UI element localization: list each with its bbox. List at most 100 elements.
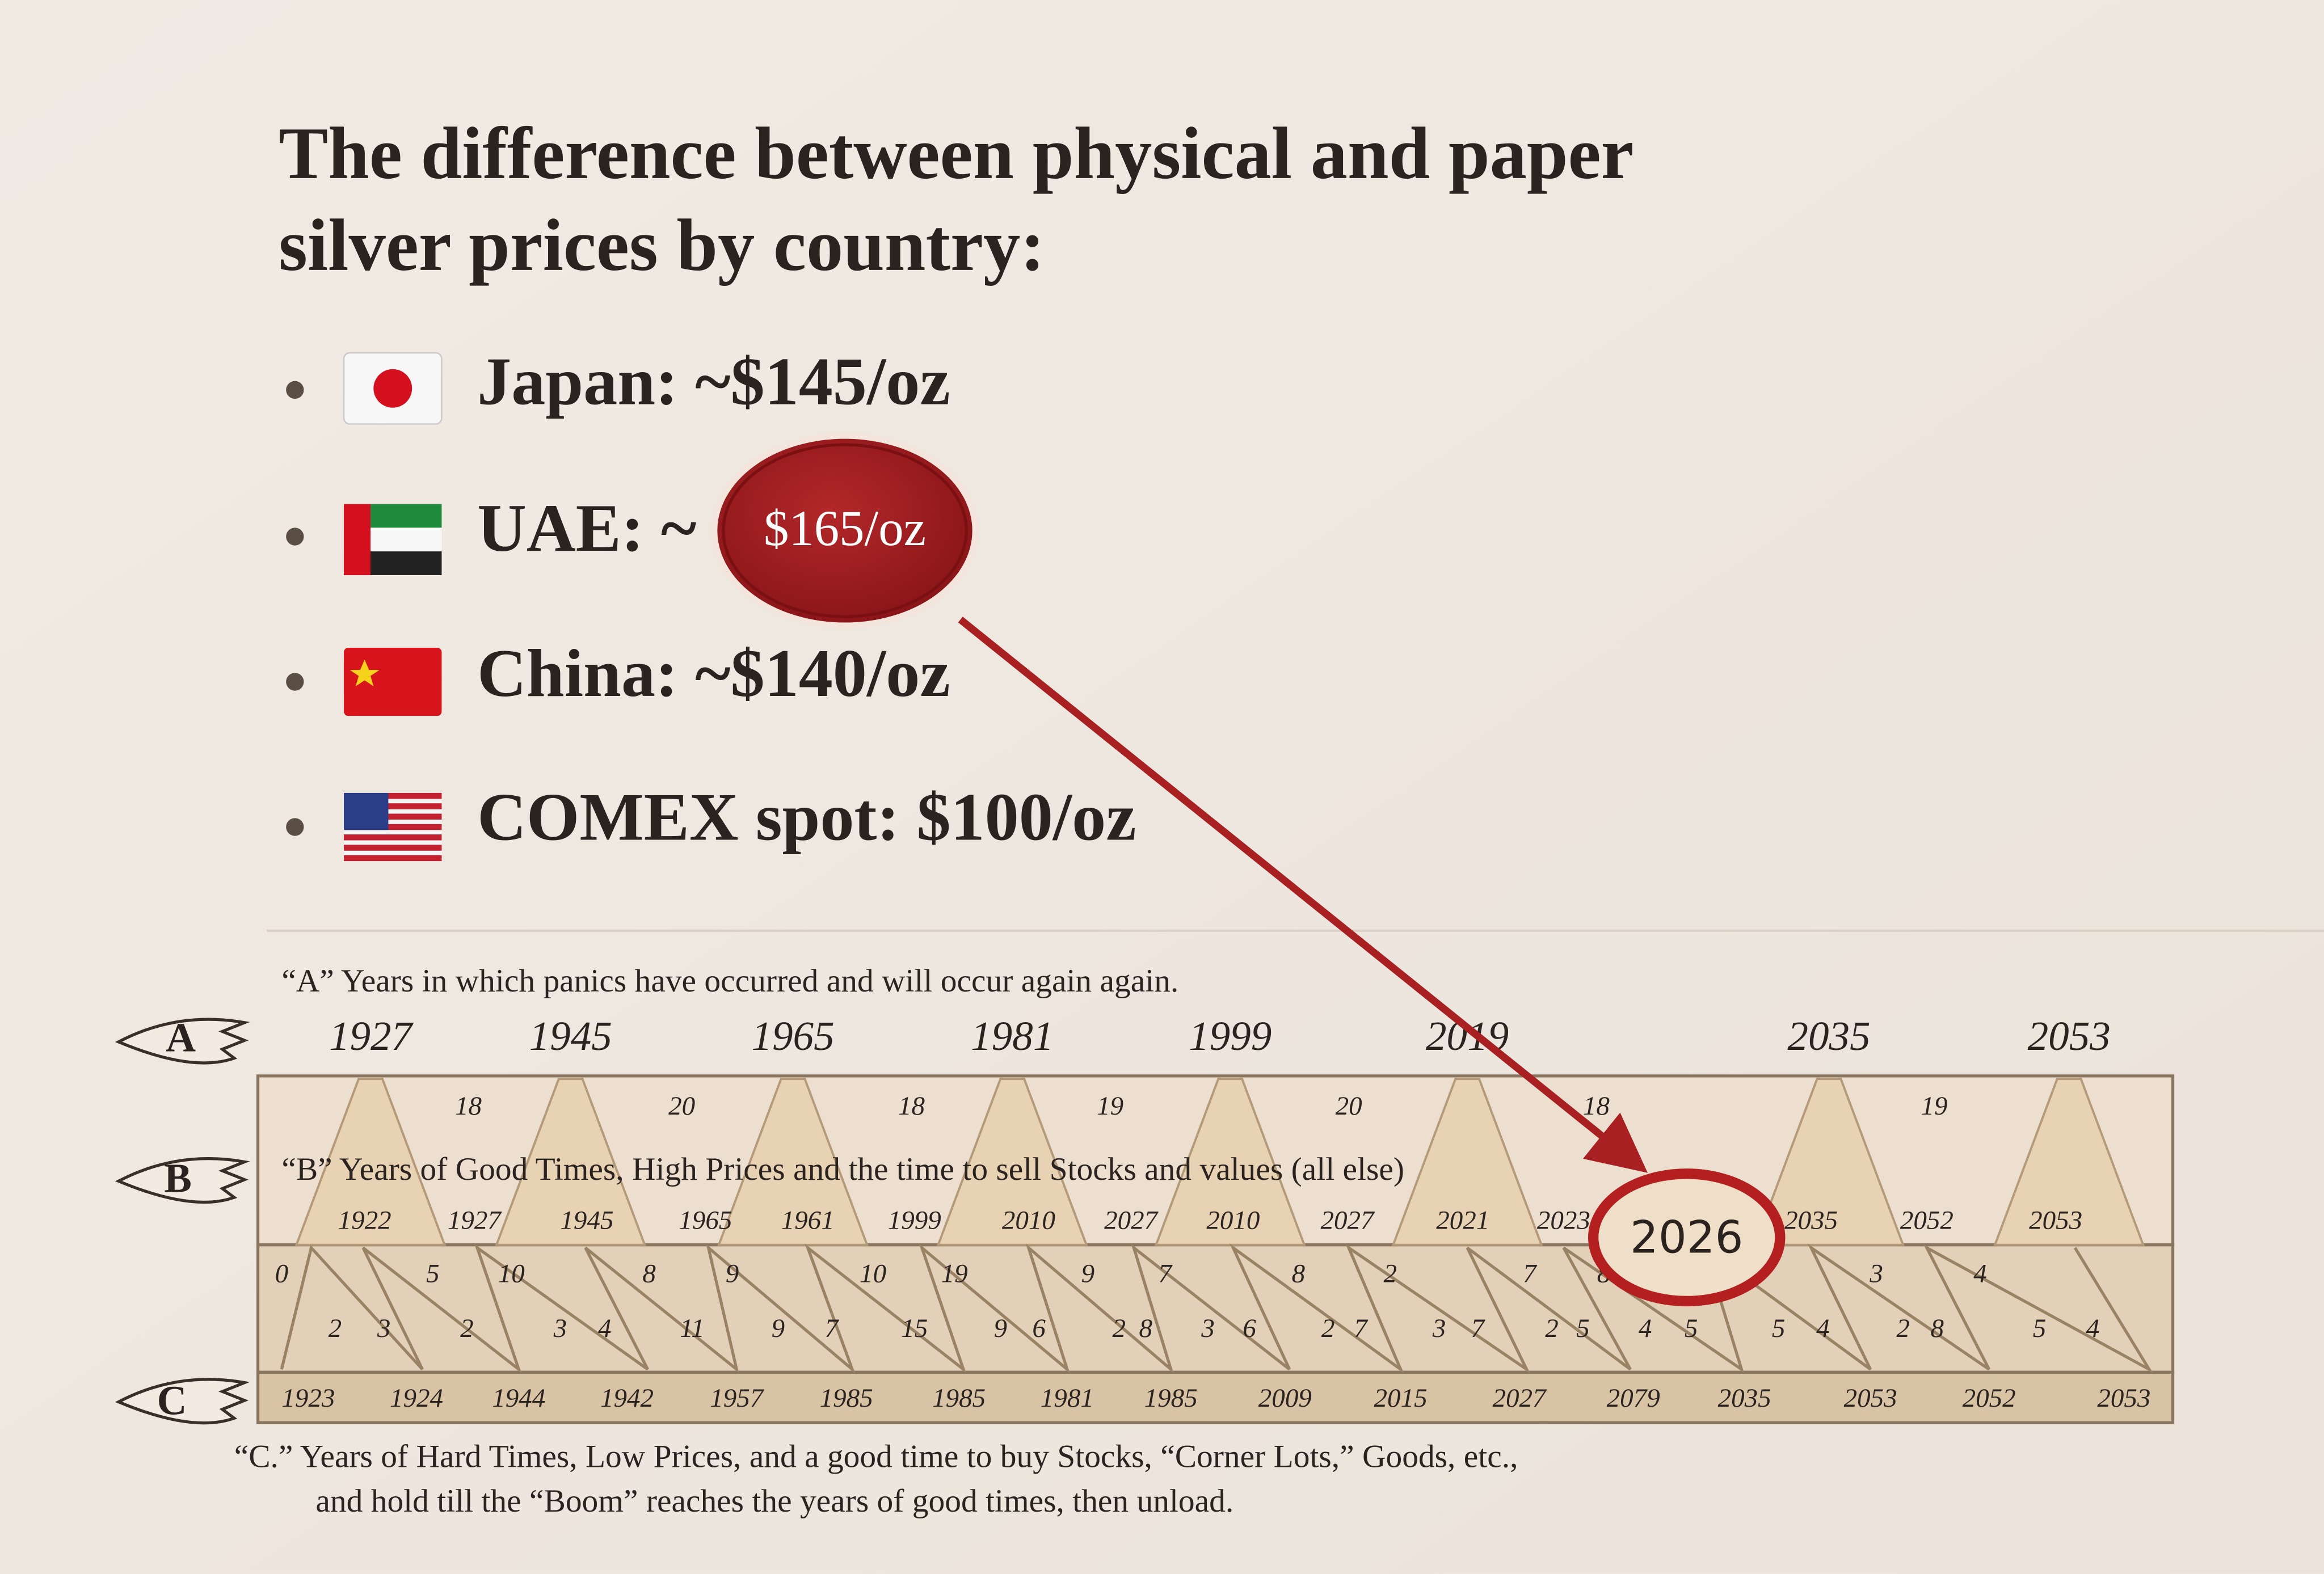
upper-number: 2 bbox=[1384, 1259, 1397, 1288]
bullet-list: Japan: ~$145/oz UAE: ~ $165/oz China: ~$… bbox=[286, 343, 1136, 862]
c-year: 2027 bbox=[1493, 1383, 1548, 1413]
c-year: 2052 bbox=[1963, 1383, 2016, 1413]
lower-number: 9 bbox=[994, 1314, 1008, 1343]
b-year: 1965 bbox=[679, 1205, 732, 1235]
a-interval: 19 bbox=[1097, 1091, 1123, 1121]
b-year: 2023 bbox=[1537, 1205, 1590, 1235]
bullet-text: UAE: ~ bbox=[477, 490, 696, 566]
lower-number: 2 bbox=[460, 1314, 474, 1343]
highlight-text: $165/oz bbox=[764, 501, 926, 556]
lower-number: 2 bbox=[1112, 1314, 1126, 1343]
upper-number: 10 bbox=[498, 1259, 525, 1288]
year-badge bbox=[1588, 1168, 1786, 1307]
lower-number: 4 bbox=[598, 1314, 612, 1343]
upper-number: 7 bbox=[1158, 1259, 1173, 1288]
c-year: 1924 bbox=[390, 1383, 443, 1413]
b-year: 2027 bbox=[1321, 1205, 1376, 1235]
b-year: 2052 bbox=[1900, 1205, 1953, 1235]
caption-b: “B” Years of Good Times, High Prices and… bbox=[281, 1151, 1404, 1187]
a-interval: 20 bbox=[1336, 1091, 1362, 1121]
b-year: 2010 bbox=[1206, 1205, 1260, 1235]
a-peak bbox=[294, 1078, 447, 1246]
b-year: 1922 bbox=[338, 1205, 391, 1235]
upper-number: 5 bbox=[426, 1259, 440, 1288]
a-interval: 19 bbox=[1921, 1091, 1947, 1121]
lower-number: 8 bbox=[1139, 1314, 1153, 1343]
a-peak bbox=[1753, 1078, 1905, 1246]
lower-number: 2 bbox=[1321, 1314, 1335, 1343]
a-year: 1981 bbox=[971, 1013, 1054, 1059]
flag-us bbox=[344, 792, 442, 862]
lower-number: 8 bbox=[1930, 1314, 1944, 1343]
bullet-text: COMEX spot: $100/oz bbox=[477, 779, 1136, 854]
flag-japan bbox=[343, 352, 443, 425]
row-label: B bbox=[164, 1155, 192, 1201]
lower-number: 3 bbox=[553, 1314, 567, 1343]
a-year: 1927 bbox=[329, 1013, 414, 1059]
c-year: 1985 bbox=[1144, 1383, 1198, 1413]
c-year: 2009 bbox=[1258, 1383, 1312, 1413]
lower-number: 2 bbox=[1896, 1314, 1910, 1343]
upper-number: 4 bbox=[1973, 1259, 1987, 1288]
lower-number: 5 bbox=[1576, 1314, 1590, 1343]
lower-number: 2 bbox=[1545, 1314, 1559, 1343]
upper-number: 3 bbox=[1869, 1259, 1883, 1288]
b-year: 2027 bbox=[1104, 1205, 1159, 1235]
highlight-badge bbox=[711, 433, 979, 628]
a-peaks bbox=[294, 1078, 2145, 1246]
a-interval: 18 bbox=[455, 1091, 482, 1121]
caption-a: “A” Years in which panics have occurred … bbox=[281, 963, 1178, 999]
c-year: 1985 bbox=[820, 1383, 873, 1413]
lower-number: 4 bbox=[1816, 1314, 1830, 1343]
lower-number: 2 bbox=[329, 1314, 342, 1343]
c-year: 2053 bbox=[2097, 1383, 2150, 1413]
title: silver prices by country: bbox=[279, 205, 1045, 286]
bullet-text: Japan: ~$145/oz bbox=[477, 343, 950, 419]
bullet-dot bbox=[286, 673, 304, 691]
arrow bbox=[958, 617, 1648, 1173]
flag-uae bbox=[344, 504, 442, 575]
lower-number: 7 bbox=[825, 1314, 840, 1343]
b-year: 2053 bbox=[2029, 1205, 2082, 1235]
upper-number: 10 bbox=[860, 1259, 886, 1288]
upper-number: 7 bbox=[1523, 1259, 1538, 1288]
b-year: 2035 bbox=[1784, 1205, 1838, 1235]
row-label: A bbox=[166, 1015, 196, 1061]
lower-number: 6 bbox=[1243, 1314, 1256, 1343]
zigzag bbox=[280, 1243, 2154, 1374]
lower-number: 7 bbox=[1354, 1314, 1369, 1343]
c-year: 1981 bbox=[1041, 1383, 1094, 1413]
lower-number: 6 bbox=[1032, 1314, 1046, 1343]
a-peak bbox=[936, 1078, 1088, 1246]
lower-number: 9 bbox=[772, 1314, 785, 1343]
c-year: 2053 bbox=[1844, 1383, 1897, 1413]
b-year: 1945 bbox=[560, 1205, 613, 1235]
timeline bbox=[256, 1074, 2175, 1424]
a-year: 1999 bbox=[1189, 1013, 1272, 1059]
c-year: 2035 bbox=[1718, 1383, 1771, 1413]
upper-number: 8 bbox=[642, 1259, 656, 1288]
a-peak bbox=[1391, 1078, 1543, 1246]
b-year: 1999 bbox=[888, 1205, 941, 1235]
a-peak bbox=[1993, 1078, 2145, 1246]
bullet-text: China: ~$140/oz bbox=[477, 635, 950, 711]
c-year: 2079 bbox=[1607, 1383, 1660, 1413]
bullet-dot bbox=[286, 818, 304, 836]
a-year: 1945 bbox=[529, 1013, 612, 1059]
lower-number: 7 bbox=[1471, 1314, 1486, 1343]
c-year: 1942 bbox=[600, 1383, 654, 1413]
a-year: 2053 bbox=[2028, 1013, 2111, 1059]
row-markers: A B C bbox=[115, 1015, 250, 1425]
upper-number: 8 bbox=[1292, 1259, 1306, 1288]
a-peak bbox=[495, 1078, 647, 1246]
a-peak bbox=[717, 1078, 869, 1246]
lower-number: 4 bbox=[2086, 1314, 2100, 1343]
upper-number: 0 bbox=[275, 1259, 289, 1288]
a-peak bbox=[1154, 1078, 1306, 1246]
upper-number: 19 bbox=[941, 1259, 968, 1288]
caption-c: “C.” Years of Hard Times, Low Prices, an… bbox=[234, 1439, 1518, 1475]
bullet-dot bbox=[286, 528, 304, 546]
